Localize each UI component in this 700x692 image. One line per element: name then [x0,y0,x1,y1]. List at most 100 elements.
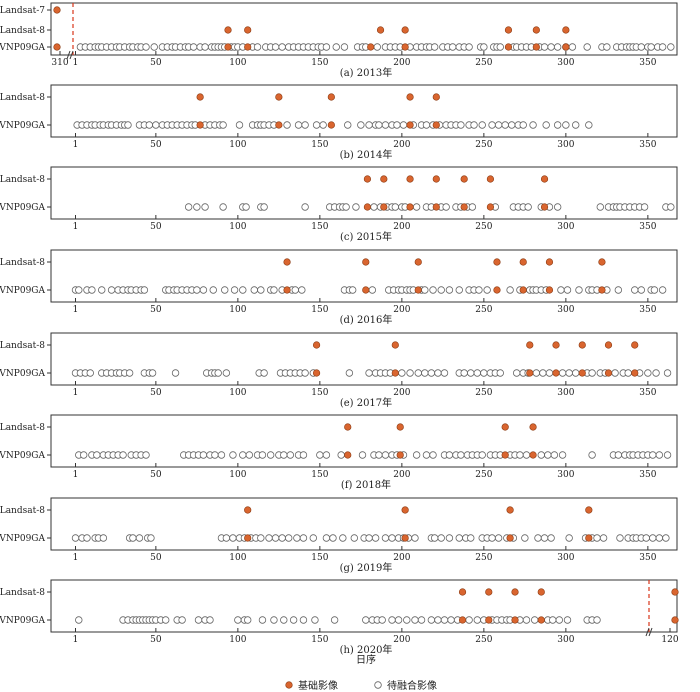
candidate-point [544,451,552,459]
candidate-point [375,121,383,129]
candidate-point [522,451,531,459]
candidate-point [644,369,652,377]
candidate-point [286,451,295,459]
base-point [504,43,513,51]
candidate-point [375,451,383,459]
base-point [545,258,554,266]
candidate-point [301,203,309,211]
candidate-point [140,286,149,294]
candidate-point [291,286,299,294]
candidate-point [257,534,265,542]
x-tick-label: 100 [229,58,246,68]
candidate-point [229,451,237,459]
x-tick-label: 100 [229,470,246,480]
x-tick-label: 250 [475,140,492,150]
candidate-point [193,286,201,294]
base-point [432,121,440,129]
base-point [376,26,385,34]
candidate-point [217,451,226,459]
x-tick-label: 150 [311,222,328,232]
candidate-point [194,616,203,624]
candidate-point [184,203,193,211]
panel-frame [50,579,678,633]
x-tick-label: 250 [475,58,492,68]
x-tick-label: 200 [393,305,410,315]
candidate-point [658,286,667,294]
row-label: Landsat-8 [0,258,45,268]
candidate-point [427,616,436,624]
candidate-point [365,369,373,377]
x-tick-label: 350 [639,553,656,563]
panel-caption: (e) 2017年 [340,396,392,409]
candidate-point [348,286,357,294]
candidate-point [378,616,386,624]
x-tick-label: 1 [73,470,79,480]
candidate-point [519,121,527,129]
x-tick-label: 150 [311,305,328,315]
panel-frame [50,414,678,468]
candidate-point [319,121,327,129]
base-point [552,369,560,377]
base-point [327,93,335,101]
x-tick-label: 50 [150,222,162,232]
candidate-point [521,534,529,542]
base-point [414,258,422,266]
x-tick-label: 50 [150,305,162,315]
candidate-point [655,451,664,459]
candidate-point [152,121,160,129]
base-point [244,506,252,514]
candidate-point [83,534,91,542]
candidate-point [430,43,439,51]
candidate-point [642,534,650,542]
candidate-point [488,121,496,129]
x-tick-label: 300 [557,58,574,68]
candidate-point [553,43,562,51]
x-tick-label: 200 [393,635,410,645]
base-point [578,369,586,377]
base-point-previous-year [53,6,61,14]
x-tick-label: 200 [393,222,410,232]
candidate-point [271,43,280,51]
base-point [511,616,519,624]
candidate-point [421,286,429,294]
candidate-point [440,616,449,624]
candidate-point [562,121,570,129]
candidate-point [322,534,331,542]
candidate-point [391,203,399,211]
panel-caption: (a) 2013年 [340,66,392,79]
candidate-point [488,534,496,542]
candidate-point [370,203,378,211]
candidate-point [575,286,583,294]
candidate-point [647,43,655,51]
candidate-point [88,286,96,294]
candidate-point [593,616,601,624]
candidate-point [365,121,373,129]
candidate-point [148,369,157,377]
candidate-point [460,369,468,377]
candidate-point [214,369,222,377]
x-tick-label: 1 [73,222,79,232]
candidate-point [508,121,516,129]
candidate-point [501,121,509,129]
candidate-point [572,121,580,129]
candidate-point [468,203,477,211]
candidate-point [245,451,254,459]
candidate-point [614,286,623,294]
x-tick-label: 100 [229,553,246,563]
candidate-point [663,369,672,377]
x-tick-label: 1 [73,388,79,398]
candidate-point [603,43,611,51]
x-tick-label: 300 [557,553,574,563]
candidate-point [583,43,591,51]
candidate-point [427,369,436,377]
x-tick-label: 300 [557,222,574,232]
base-point [401,506,409,514]
candidate-point [86,369,94,377]
row-label: VNP09GA [0,534,45,544]
candidate-point [280,451,288,459]
panel-caption: (c) 2015年 [340,230,392,243]
